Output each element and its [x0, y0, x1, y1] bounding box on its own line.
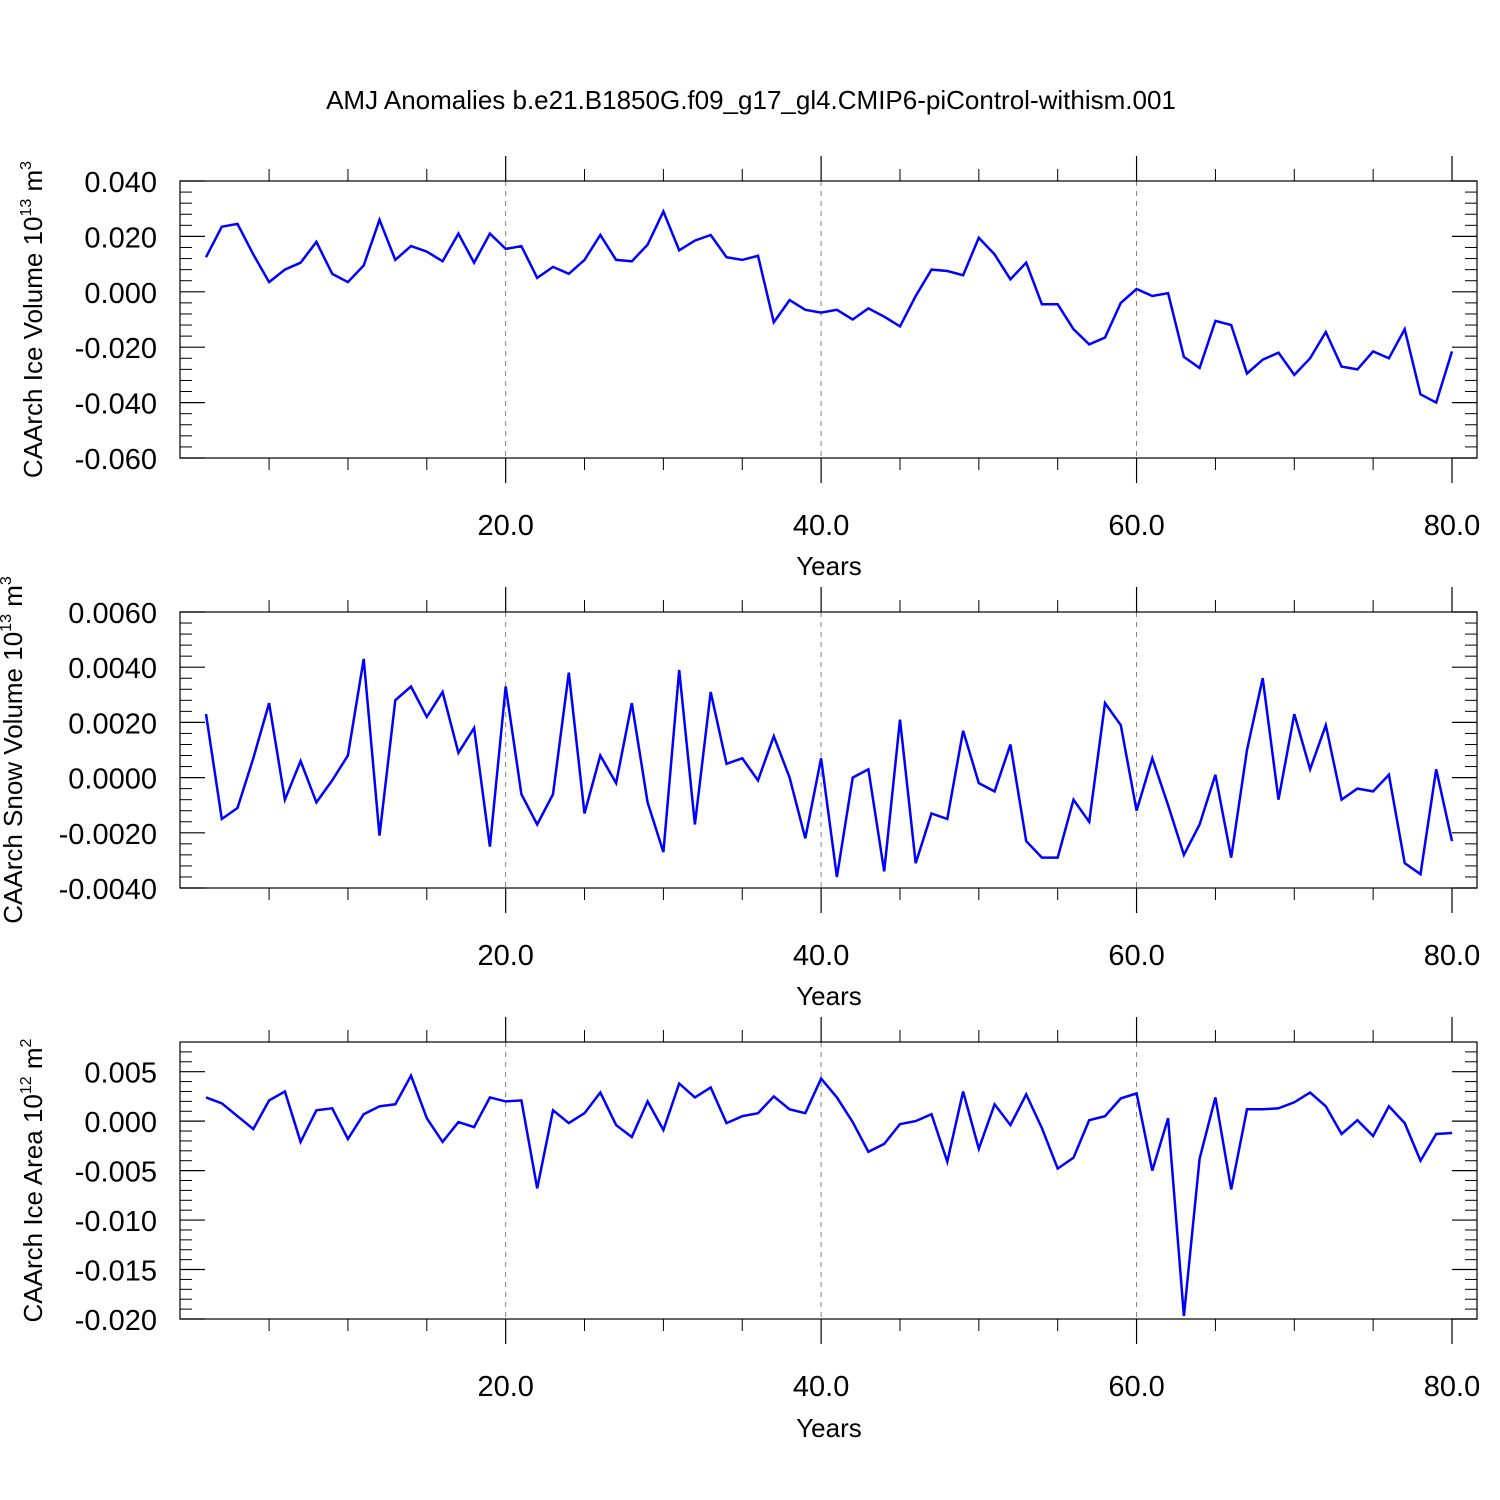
x-tick-label: 20.0 [477, 510, 533, 542]
x-tick-label: 60.0 [1108, 510, 1164, 542]
y-label-text: m [18, 1047, 48, 1076]
y-label-superscript: 12 [18, 1076, 35, 1094]
plot-frame [179, 1041, 1478, 1320]
y-tick-label: 0.0000 [68, 764, 157, 796]
y-label-superscript: 3 [0, 576, 15, 585]
y-label-superscript: 2 [18, 1038, 35, 1047]
y-tick-label: -0.020 [75, 333, 157, 365]
y-tick-label: 0.000 [84, 1107, 157, 1139]
series-line [205, 1072, 1453, 1317]
series-line [204, 658, 1454, 878]
x-tick-label: 80.0 [1424, 1371, 1480, 1403]
chart-panel-2: 20.0 40.0 60.0 80.0 0.0060 0.0040 0.0020 0.0000… [0, 576, 1480, 1011]
x-tick-label: 20.0 [477, 1371, 533, 1403]
figure-title: AMJ Anomalies b.e21.B1850G.f09_g17_gl4.C… [326, 85, 1176, 115]
y-tick-label: 0.005 [84, 1058, 157, 1090]
y-axis-label: CAArch Ice Volume 1013 m3 [18, 161, 48, 478]
y-label-text: m [0, 585, 28, 614]
y-tick-label: 0.0020 [68, 708, 157, 740]
x-tick-label: 60.0 [1108, 1371, 1164, 1403]
x-tick-label: 60.0 [1108, 940, 1164, 972]
y-tick-label: -0.010 [75, 1206, 157, 1238]
y-tick-label: -0.0040 [59, 874, 157, 906]
x-axis-label: Years [796, 1413, 862, 1443]
y-label-text: m [18, 170, 48, 199]
y-tick-label: -0.020 [75, 1305, 157, 1337]
y-axis-label: CAArch Ice Area 1012 m2 [18, 1038, 48, 1322]
x-tick-label: 20.0 [477, 940, 533, 972]
x-axis-label: Years [796, 551, 862, 581]
y-tick-label: -0.040 [75, 389, 157, 421]
y-tick-label: 0.000 [84, 278, 157, 310]
y-tick-label: 0.0040 [68, 653, 157, 685]
chart-panel-3: 20.0 40.0 60.0 80.0 0.005 0.000 -0.005 -0.010 -0… [18, 1017, 1480, 1443]
x-axis-label: Years [796, 981, 862, 1011]
y-tick-label: -0.0020 [59, 819, 157, 851]
x-tick-label: 80.0 [1424, 940, 1480, 972]
y-label-superscript: 3 [18, 161, 35, 170]
y-tick-label: -0.060 [75, 444, 157, 476]
plot-frame [179, 180, 1478, 459]
y-label-text: CAArch Snow Volume 10 [0, 632, 28, 924]
y-axis-label: CAArch Snow Volume 1013 m3 [0, 576, 28, 924]
y-tick-label: 0.020 [84, 222, 157, 254]
y-tick-label: 0.040 [84, 167, 157, 199]
panels: 20.0 40.0 60.0 80.0 0.040 0.020 0.000 -0.020 -0.… [0, 156, 1480, 1443]
chart-panel-1: 20.0 40.0 60.0 80.0 0.040 0.020 0.000 -0.020 -0.… [18, 156, 1480, 581]
x-tick-label: 40.0 [793, 1371, 849, 1403]
y-label-superscript: 13 [0, 614, 15, 632]
y-tick-label: 0.0060 [68, 598, 157, 630]
y-label-text: CAArch Ice Volume 10 [18, 217, 48, 479]
x-tick-label: 40.0 [793, 940, 849, 972]
x-tick-label: 40.0 [793, 510, 849, 542]
x-tick-label: 80.0 [1424, 510, 1480, 542]
y-label-superscript: 13 [18, 199, 35, 217]
y-tick-label: -0.015 [75, 1256, 157, 1288]
y-tick-label: -0.005 [75, 1157, 157, 1189]
y-label-text: CAArch Ice Area 10 [18, 1094, 48, 1322]
series-line [204, 208, 1454, 405]
plot-frame [179, 611, 1478, 889]
